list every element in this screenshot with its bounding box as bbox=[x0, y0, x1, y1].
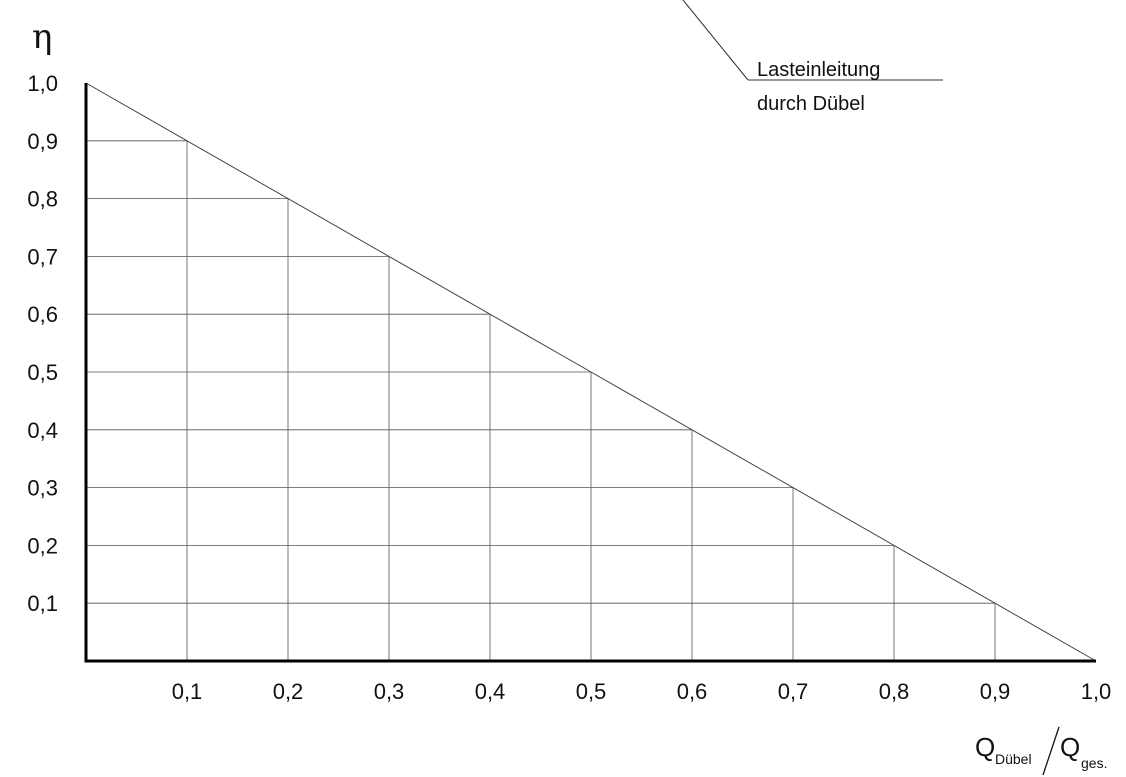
data-line-group bbox=[85, 82, 1097, 662]
axes bbox=[84, 83, 1096, 663]
x-tick-label: 0,3 bbox=[374, 679, 405, 704]
x-tick-label: 0,8 bbox=[879, 679, 910, 704]
y-tick-label: 0,7 bbox=[27, 244, 58, 269]
series-line bbox=[85, 82, 1097, 662]
x-label-numerator-subscript: Dübel bbox=[995, 751, 1032, 767]
annotation-line-2: durch Dübel bbox=[757, 93, 865, 115]
grid-lines bbox=[86, 140, 996, 661]
tick-labels: 0,1 0,2 0,3 0,4 0,5 0,6 0,7 0,8 0,9 1,0 1,0 0,9 0,8 0… bbox=[27, 71, 1111, 704]
x-tick-label: 0,9 bbox=[980, 679, 1011, 704]
x-label-numerator: Q bbox=[975, 732, 995, 762]
y-tick-label: 0,1 bbox=[27, 591, 58, 616]
x-tick-label: 1,0 bbox=[1081, 679, 1112, 704]
y-axis-label: η bbox=[32, 17, 52, 57]
annotation: Lasteinleitung durch Dübel bbox=[682, 0, 943, 115]
x-tick-label: 0,1 bbox=[172, 679, 203, 704]
x-tick-label: 0,2 bbox=[273, 679, 304, 704]
annotation-line-1: Lasteinleitung bbox=[757, 59, 880, 81]
y-tick-label: 0,6 bbox=[27, 302, 58, 327]
y-tick-label: 0,5 bbox=[27, 360, 58, 385]
y-tick-label: 0,9 bbox=[27, 129, 58, 154]
x-label-fraction-slash bbox=[1042, 726, 1060, 776]
annotation-leader-line bbox=[682, 0, 749, 81]
y-tick-label: 0,4 bbox=[27, 418, 58, 443]
x-label-denominator: Q bbox=[1060, 732, 1080, 762]
x-tick-label: 0,6 bbox=[677, 679, 708, 704]
x-tick-label: 0,5 bbox=[576, 679, 607, 704]
y-tick-label: 0,2 bbox=[27, 533, 58, 558]
y-tick-label: 0,8 bbox=[27, 187, 58, 212]
x-axis-label: Q Dübel Q ges. bbox=[975, 726, 1107, 776]
y-tick-label: 1,0 bbox=[27, 71, 58, 96]
x-tick-label: 0,7 bbox=[778, 679, 809, 704]
x-label-denominator-subscript: ges. bbox=[1081, 755, 1107, 771]
y-tick-label: 0,3 bbox=[27, 476, 58, 501]
x-tick-label: 0,4 bbox=[475, 679, 506, 704]
